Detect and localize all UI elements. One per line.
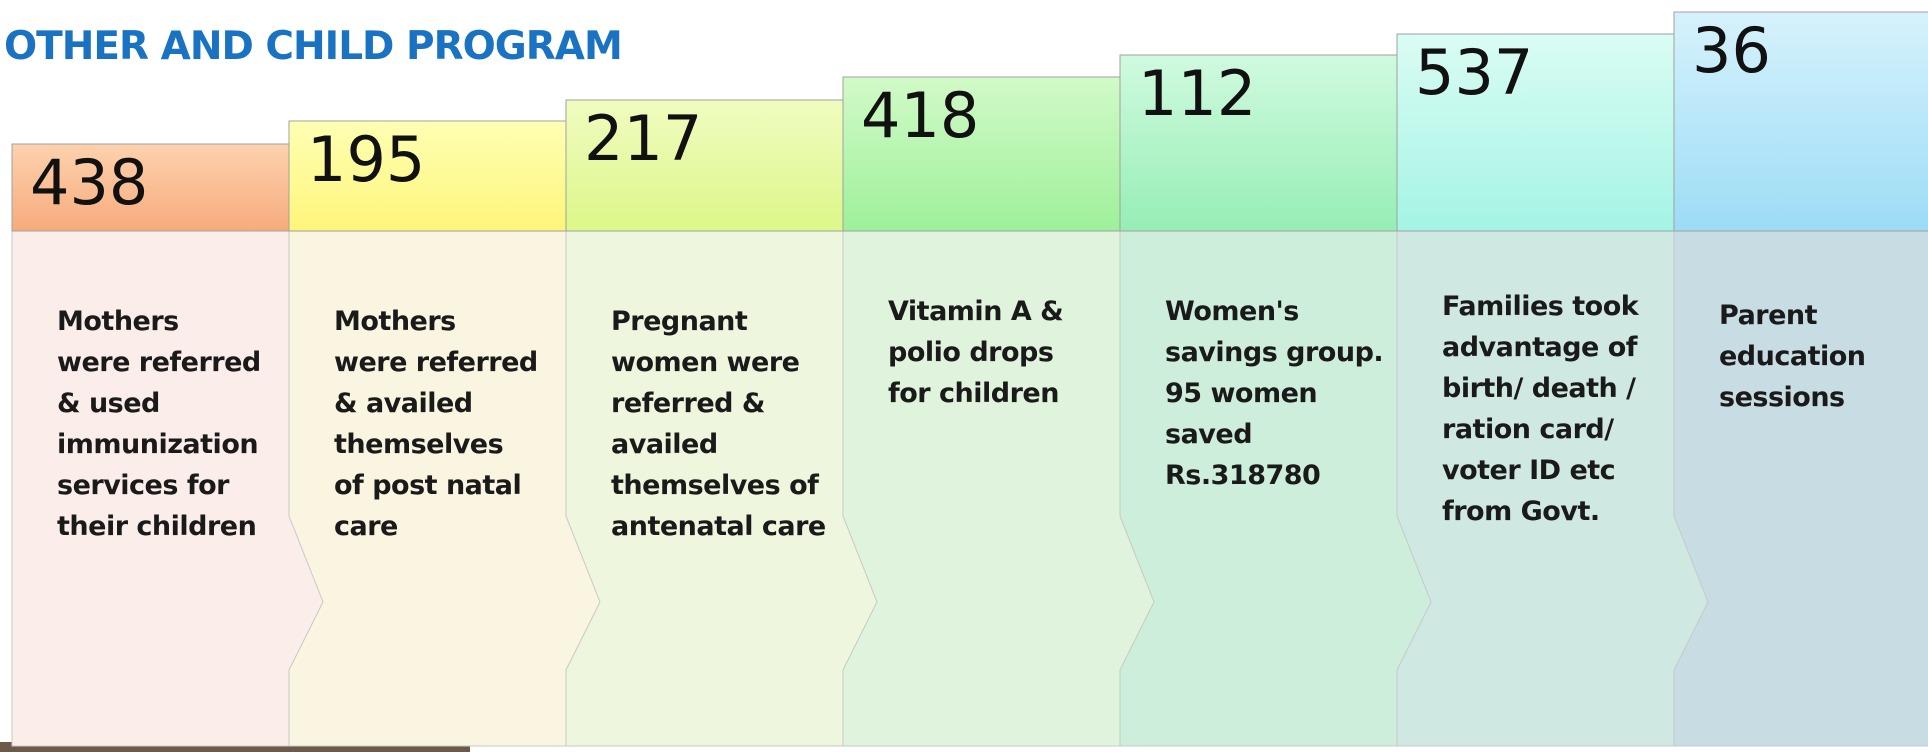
text-line: of post natal bbox=[334, 465, 538, 506]
text-line: ration card/ bbox=[1442, 409, 1638, 450]
text-line: sessions bbox=[1719, 377, 1866, 418]
step-number: 418 bbox=[861, 79, 979, 152]
slide: OTHER AND CHILD PROGRAM 438Motherswere r… bbox=[0, 0, 1928, 752]
text-line: care bbox=[334, 506, 538, 547]
text-line: themselves bbox=[334, 424, 538, 465]
step-number: 112 bbox=[1138, 57, 1256, 130]
text-line: women were bbox=[611, 342, 826, 383]
text-line: 95 women bbox=[1165, 373, 1383, 414]
text-line: & availed bbox=[334, 383, 538, 424]
step-number: 217 bbox=[584, 102, 702, 175]
text-line: voter ID etc bbox=[1442, 450, 1638, 491]
text-line: for children bbox=[888, 373, 1063, 414]
step-number: 438 bbox=[30, 146, 148, 219]
text-line: savings group. bbox=[1165, 332, 1383, 373]
text-line: birth/ death / bbox=[1442, 368, 1638, 409]
text-line: Mothers bbox=[57, 301, 261, 342]
text-line: referred & bbox=[611, 383, 826, 424]
step-number: 195 bbox=[307, 123, 425, 196]
text-line: education bbox=[1719, 336, 1866, 377]
text-line: Mothers bbox=[334, 301, 538, 342]
text-line: Women's bbox=[1165, 291, 1383, 332]
text-line: immunization bbox=[57, 424, 261, 465]
text-line: services for bbox=[57, 465, 261, 506]
title: OTHER AND CHILD PROGRAM bbox=[4, 24, 622, 69]
text-line: saved bbox=[1165, 414, 1383, 455]
text-line: their children bbox=[57, 506, 261, 547]
text-line: & used bbox=[57, 383, 261, 424]
step-number: 36 bbox=[1692, 14, 1771, 87]
text-line: availed bbox=[611, 424, 826, 465]
text-line: from Govt. bbox=[1442, 491, 1638, 532]
text-line: advantage of bbox=[1442, 327, 1638, 368]
text-line: Parent bbox=[1719, 295, 1866, 336]
text-line: Pregnant bbox=[611, 301, 826, 342]
text-line: Rs.318780 bbox=[1165, 455, 1383, 496]
text-line: polio drops bbox=[888, 332, 1063, 373]
text-line: were referred bbox=[334, 342, 538, 383]
text-line: Vitamin A & bbox=[888, 291, 1063, 332]
text-line: were referred bbox=[57, 342, 261, 383]
text-line: antenatal care bbox=[611, 506, 826, 547]
text-line: Families took bbox=[1442, 286, 1638, 327]
step-number: 537 bbox=[1415, 36, 1533, 109]
text-line: themselves of bbox=[611, 465, 826, 506]
